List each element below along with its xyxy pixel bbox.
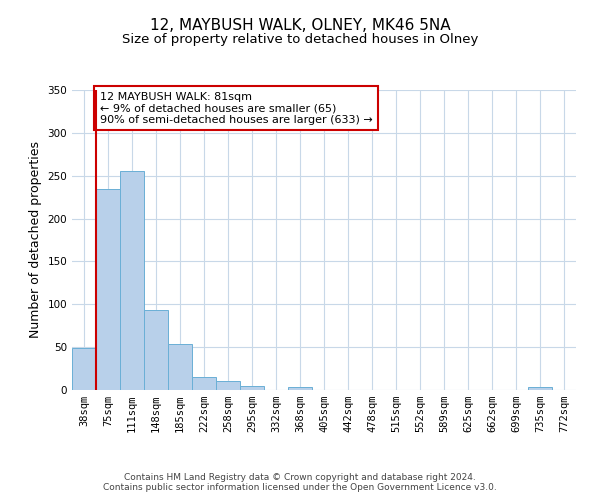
Bar (240, 386, 264, 390)
Text: Contains HM Land Registry data © Crown copyright and database right 2024.
Contai: Contains HM Land Registry data © Crown c… (103, 473, 497, 492)
Bar (120, 170, 144, 390)
Bar (144, 310, 168, 390)
Bar (168, 344, 192, 390)
Y-axis label: Number of detached properties: Number of detached properties (29, 142, 42, 338)
Text: 12 MAYBUSH WALK: 81sqm
← 9% of detached houses are smaller (65)
90% of semi-deta: 12 MAYBUSH WALK: 81sqm ← 9% of detached … (100, 92, 373, 125)
Bar (192, 377, 216, 390)
Bar (288, 386, 312, 390)
Bar (96, 188, 120, 390)
Bar (72, 348, 96, 390)
Text: 12, MAYBUSH WALK, OLNEY, MK46 5NA: 12, MAYBUSH WALK, OLNEY, MK46 5NA (149, 18, 451, 32)
Bar (528, 388, 552, 390)
Bar (216, 382, 240, 390)
Text: Size of property relative to detached houses in Olney: Size of property relative to detached ho… (122, 32, 478, 46)
